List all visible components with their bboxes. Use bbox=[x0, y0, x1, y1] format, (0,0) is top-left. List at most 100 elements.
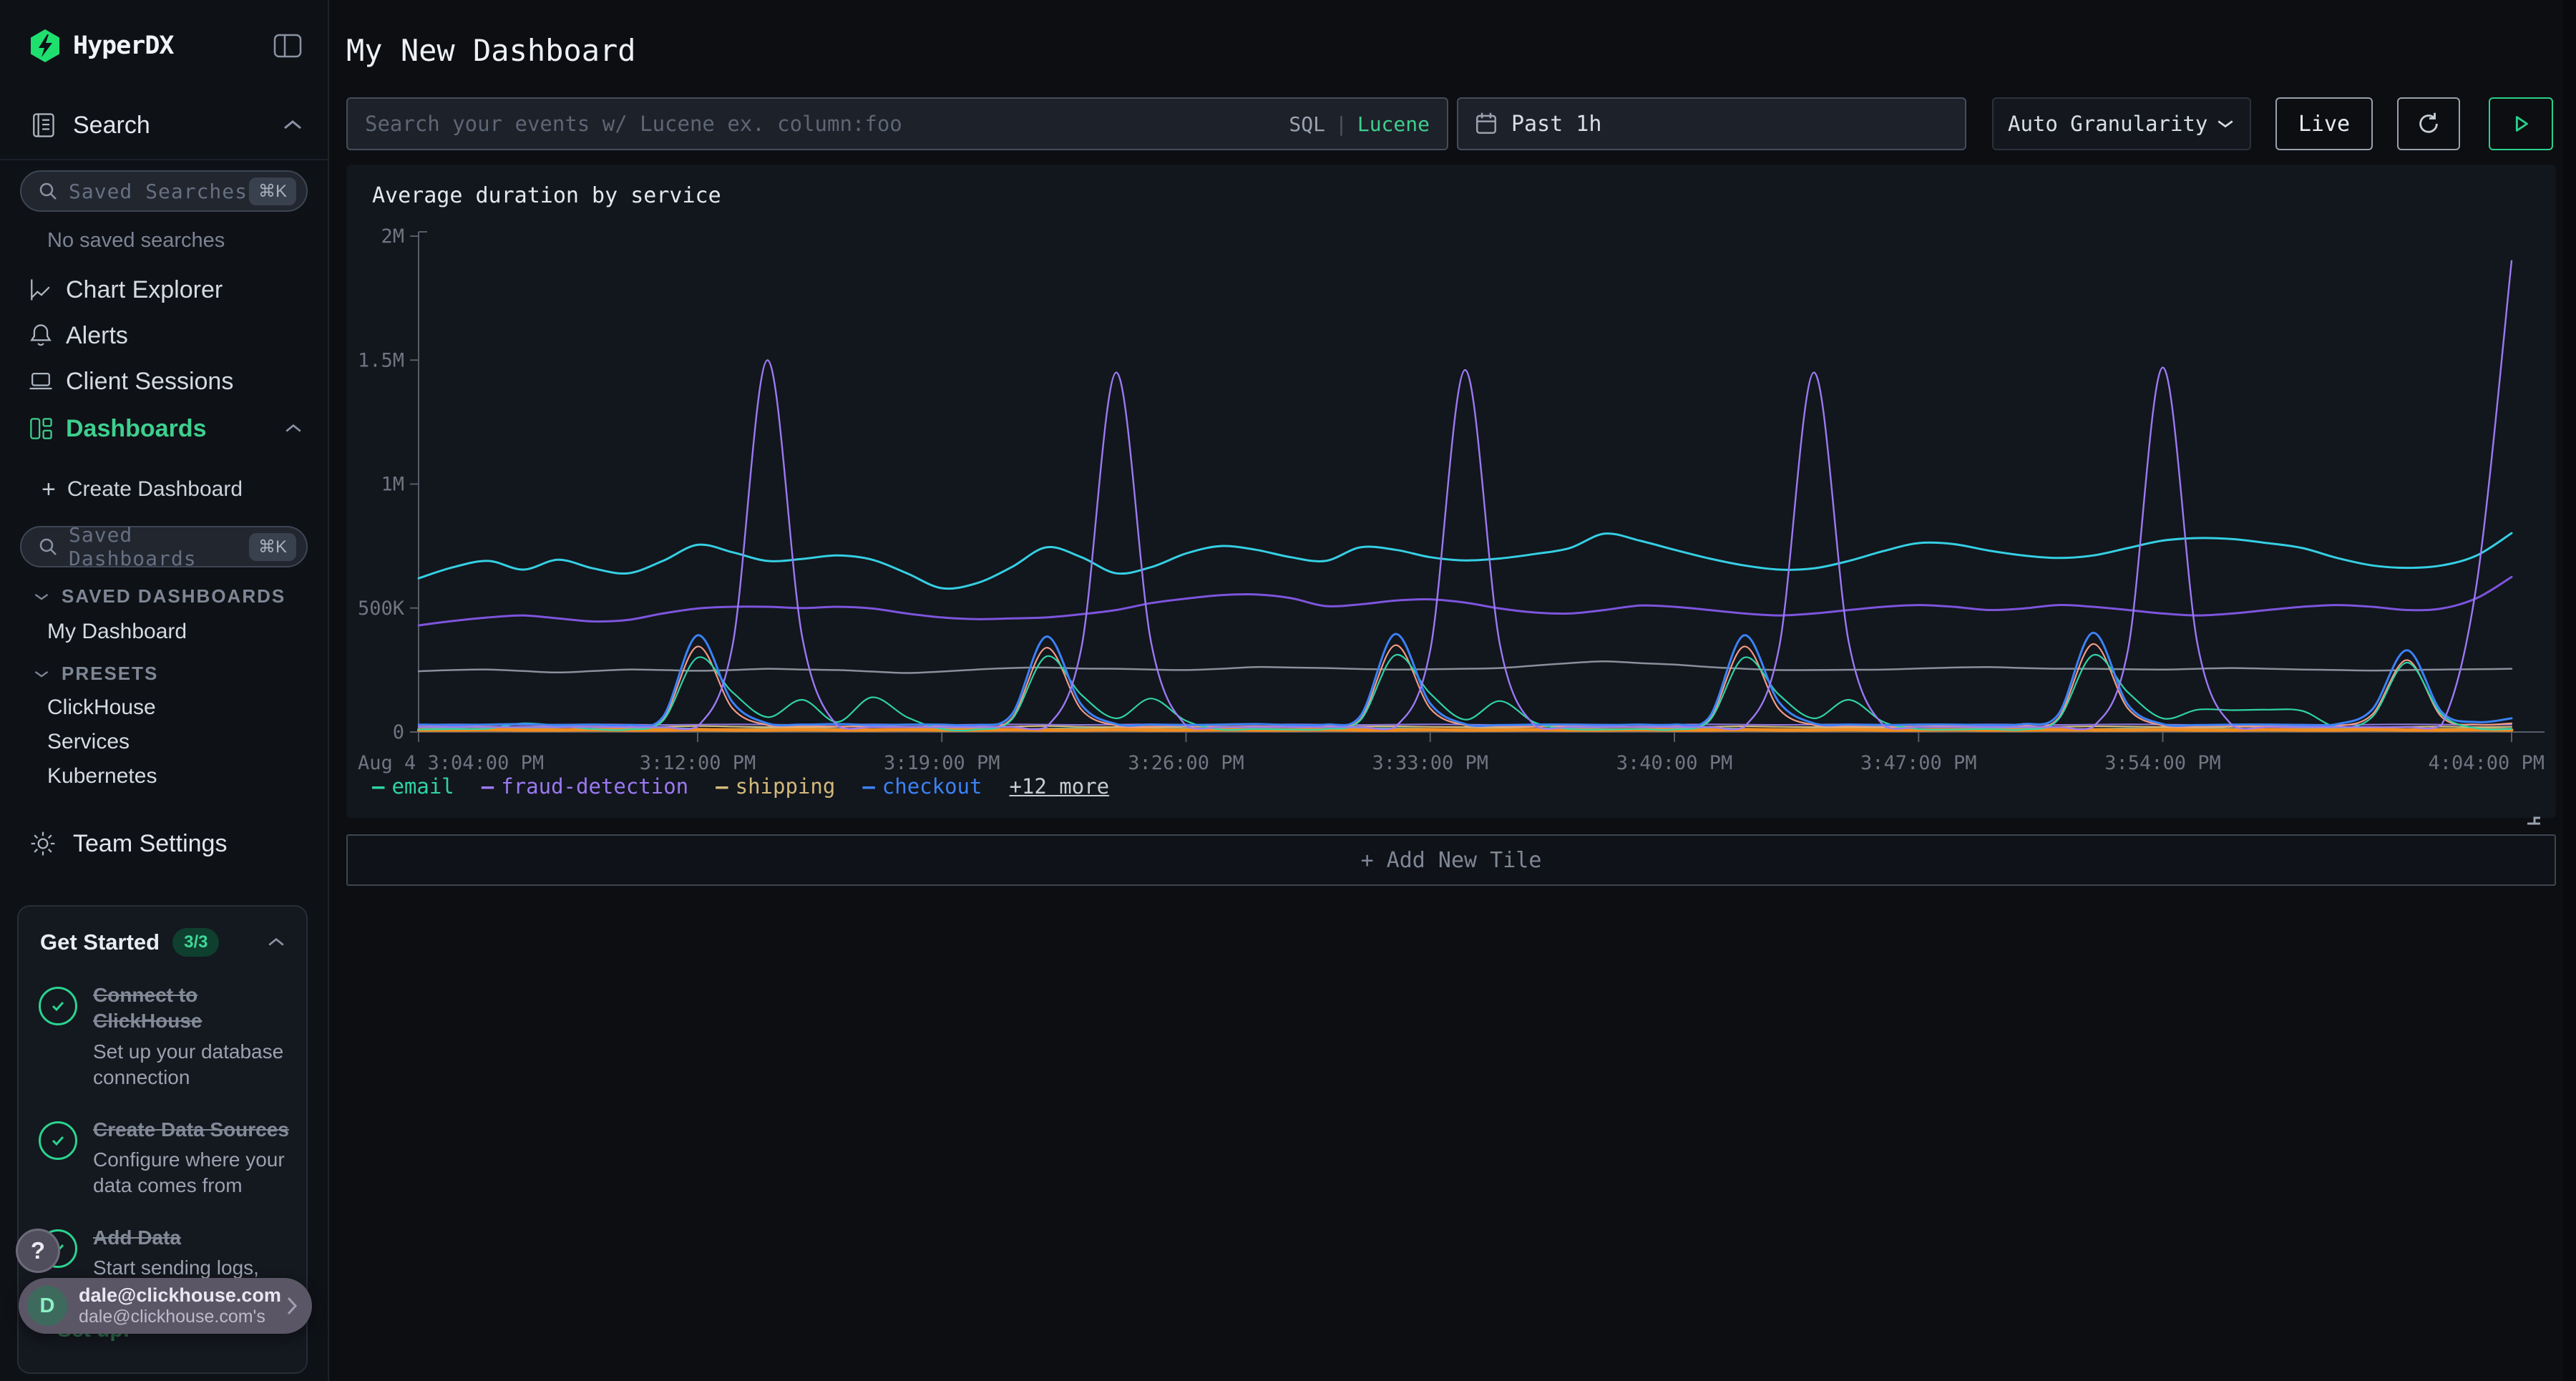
sidebar-item-my-dashboard[interactable]: My Dashboard bbox=[47, 620, 187, 643]
create-dashboard-button[interactable]: + Create Dashboard bbox=[42, 474, 243, 505]
saved-searches-input[interactable]: Saved Searches ⌘K bbox=[20, 170, 308, 212]
sidebar-item-kubernetes[interactable]: Kubernetes bbox=[47, 764, 157, 788]
group-header-label: PRESETS bbox=[62, 663, 159, 684]
saved-dashboards-shortcut: ⌘K bbox=[248, 532, 296, 561]
task-desc: Set up your database connection bbox=[93, 1040, 284, 1089]
svg-text:500K: 500K bbox=[358, 597, 405, 620]
user-email: dale@clickhouse.com bbox=[79, 1284, 281, 1306]
granularity-value: Auto Granularity bbox=[2008, 112, 2208, 136]
search-section-icon bbox=[29, 111, 57, 140]
legend-item[interactable]: — email bbox=[372, 774, 454, 799]
presets-group-header[interactable]: PRESETS bbox=[33, 663, 158, 685]
group-header-label: SAVED DASHBOARDS bbox=[62, 585, 286, 607]
svg-text:3:47:00 PM: 3:47:00 PM bbox=[1860, 752, 1977, 774]
task-desc: Configure where your data comes from bbox=[93, 1148, 285, 1197]
sidebar-item-team-settings[interactable]: Team Settings bbox=[29, 827, 303, 860]
task-title: Connect to ClickHouse bbox=[93, 984, 203, 1033]
add-new-tile-button[interactable]: + Add New Tile bbox=[346, 834, 2556, 886]
svg-text:3:26:00 PM: 3:26:00 PM bbox=[1128, 752, 1244, 774]
time-series-chart[interactable]: 0 500K 1M 1.5M 2M Aug 4 3:04:00 PM 3:12:00 PM 3… bbox=[346, 165, 2556, 818]
run-query-button[interactable] bbox=[2489, 97, 2553, 150]
live-button[interactable]: Live bbox=[2275, 97, 2373, 150]
svg-text:3:54:00 PM: 3:54:00 PM bbox=[2104, 752, 2221, 774]
help-button[interactable]: ? bbox=[16, 1229, 60, 1273]
saved-dashboards-group-header[interactable]: SAVED DASHBOARDS bbox=[33, 585, 286, 607]
sidebar-item-dashboards[interactable]: Dashboards bbox=[26, 408, 303, 449]
granularity-select[interactable]: Auto Granularity bbox=[1992, 97, 2251, 150]
tile-title: Average duration by service bbox=[372, 183, 721, 208]
svg-text:1M: 1M bbox=[381, 474, 404, 496]
sidebar-divider bbox=[0, 159, 328, 160]
nav-label: Client Sessions bbox=[66, 367, 234, 395]
time-range-picker[interactable]: Past 1h bbox=[1457, 97, 1966, 150]
sidebar-item-search[interactable]: Search bbox=[29, 109, 303, 142]
saved-searches-placeholder: Saved Searches bbox=[69, 179, 248, 203]
svg-text:3:33:00 PM: 3:33:00 PM bbox=[1372, 752, 1488, 774]
sidebar: HyperDX Search Saved Searches ⌘K No save… bbox=[0, 0, 329, 1381]
legend-item[interactable]: — fraud-detection bbox=[481, 774, 689, 799]
nav-label: Dashboards bbox=[66, 414, 207, 442]
nav-label: Alerts bbox=[66, 321, 128, 349]
chevron-up-icon bbox=[266, 937, 286, 948]
chart-legend: — email — fraud-detection — shipping — checkout… bbox=[372, 774, 1109, 799]
check-circle-icon bbox=[39, 1121, 77, 1160]
app-title: HyperDX bbox=[73, 31, 175, 60]
svg-text:3:19:00 PM: 3:19:00 PM bbox=[884, 752, 1000, 774]
page-scrollbar[interactable] bbox=[2563, 0, 2576, 1381]
app-logo: HyperDX bbox=[29, 27, 303, 64]
refresh-button[interactable] bbox=[2397, 97, 2460, 150]
user-menu[interactable]: D dale@clickhouse.com dale@clickhouse.co… bbox=[19, 1278, 312, 1334]
svg-text:0: 0 bbox=[393, 721, 404, 743]
laptop-icon bbox=[26, 367, 56, 396]
main-content: My New Dashboard Search your events w/ L… bbox=[331, 0, 2576, 1381]
event-search-input[interactable]: Search your events w/ Lucene ex. column:… bbox=[346, 97, 1448, 150]
sql-mode-toggle[interactable]: SQL bbox=[1289, 112, 1325, 136]
no-saved-searches-text: No saved searches bbox=[47, 229, 225, 252]
svg-text:3:40:00 PM: 3:40:00 PM bbox=[1616, 752, 1733, 774]
sidebar-item-alerts[interactable]: Alerts bbox=[26, 315, 303, 356]
dashboard-tile: Average duration by service 0 500K 1M 1.5M 2… bbox=[346, 165, 2556, 825]
get-started-title: Get Started bbox=[40, 929, 160, 955]
chevron-right-icon bbox=[285, 1295, 299, 1317]
chevron-down-icon bbox=[34, 593, 49, 600]
sidebar-collapse-icon[interactable] bbox=[272, 30, 303, 62]
tile-resize-handle[interactable] bbox=[2523, 806, 2545, 828]
get-started-item-connect[interactable]: Connect to ClickHouse Set up your databa… bbox=[19, 982, 306, 1091]
create-dashboard-label: Create Dashboard bbox=[67, 477, 243, 501]
page-title: My New Dashboard bbox=[346, 33, 636, 68]
svg-text:3:12:00 PM: 3:12:00 PM bbox=[640, 752, 756, 774]
saved-dashboards-input[interactable]: Saved Dashboards ⌘K bbox=[20, 523, 308, 570]
sidebar-item-services[interactable]: Services bbox=[47, 730, 130, 753]
get-started-item-sources[interactable]: Create Data Sources Configure where your… bbox=[19, 1117, 306, 1199]
sidebar-item-chart-explorer[interactable]: Chart Explorer bbox=[26, 269, 303, 311]
play-icon bbox=[2515, 116, 2528, 132]
legend-item[interactable]: — shipping bbox=[716, 774, 836, 799]
dashboards-icon bbox=[26, 414, 56, 443]
saved-searches-shortcut: ⌘K bbox=[248, 177, 296, 205]
plus-icon: + bbox=[42, 475, 56, 503]
saved-dashboards-placeholder: Saved Dashboards bbox=[69, 523, 197, 570]
svg-text:2M: 2M bbox=[381, 225, 404, 248]
time-range-value: Past 1h bbox=[1511, 111, 1602, 137]
search-icon bbox=[39, 538, 57, 555]
chevron-up-icon bbox=[283, 423, 303, 434]
get-started-header[interactable]: Get Started 3/3 bbox=[19, 907, 306, 957]
mode-divider: | bbox=[1335, 112, 1347, 136]
lucene-mode-toggle[interactable]: Lucene bbox=[1357, 112, 1430, 136]
svg-text:1.5M: 1.5M bbox=[358, 349, 404, 371]
task-title: Add Data bbox=[93, 1226, 181, 1249]
calendar-icon bbox=[1475, 112, 1497, 135]
legend-more-link[interactable]: +12 more bbox=[1009, 774, 1110, 799]
check-circle-icon bbox=[39, 987, 77, 1025]
sidebar-item-client-sessions[interactable]: Client Sessions bbox=[26, 361, 303, 402]
chart-explorer-icon bbox=[26, 275, 56, 304]
legend-item[interactable]: — checkout bbox=[862, 774, 982, 799]
chevron-down-icon bbox=[2215, 118, 2235, 130]
refresh-icon bbox=[2419, 112, 2438, 133]
event-search-placeholder: Search your events w/ Lucene ex. column:… bbox=[365, 112, 902, 136]
bell-icon bbox=[26, 321, 56, 350]
svg-text:Aug 4 3:04:00 PM: Aug 4 3:04:00 PM bbox=[358, 752, 544, 774]
nav-label: Chart Explorer bbox=[66, 275, 223, 303]
avatar: D bbox=[27, 1286, 67, 1326]
sidebar-item-clickhouse[interactable]: ClickHouse bbox=[47, 696, 156, 719]
